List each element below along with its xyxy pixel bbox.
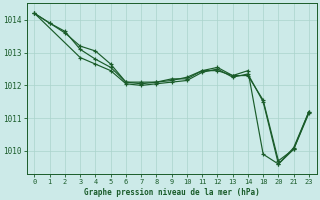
- X-axis label: Graphe pression niveau de la mer (hPa): Graphe pression niveau de la mer (hPa): [84, 188, 260, 197]
